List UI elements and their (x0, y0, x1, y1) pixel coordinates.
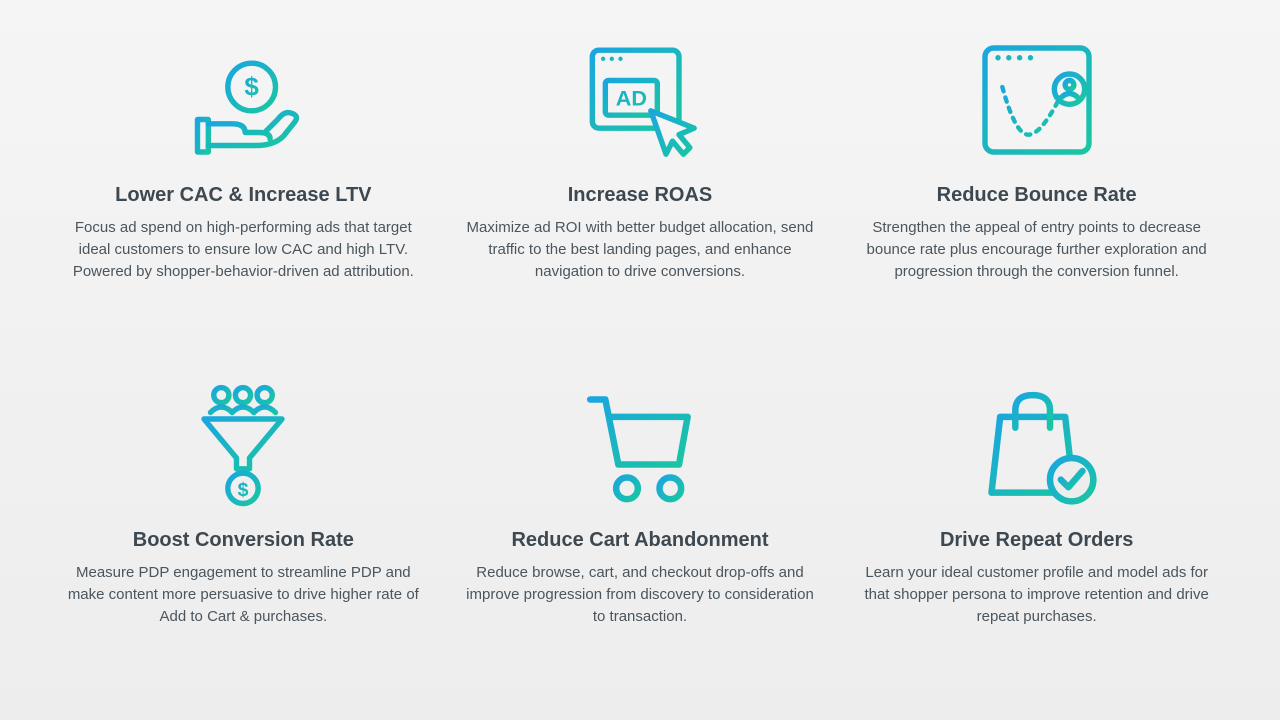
card-desc: Maximize ad ROI with better budget alloc… (460, 217, 820, 282)
card-title: Increase ROAS (568, 184, 713, 207)
hand-dollar-icon: $ (173, 30, 313, 170)
ad-cursor-icon: AD (570, 30, 710, 170)
card-desc: Reduce browse, cart, and checkout drop-o… (460, 562, 820, 627)
bounce-user-icon (967, 30, 1107, 170)
card-title: Drive Repeat Orders (940, 529, 1133, 552)
card-title: Lower CAC & Increase LTV (115, 184, 371, 207)
card-desc: Focus ad spend on high-performing ads th… (63, 217, 423, 282)
funnel-dollar-icon: $ (173, 375, 313, 515)
feature-grid: $ Lower CAC & Increase LTV Focus ad spen… (0, 0, 1280, 720)
card-drive-repeat: Drive Repeat Orders Learn your ideal cus… (853, 375, 1220, 690)
card-desc: Learn your ideal customer profile and mo… (857, 562, 1217, 627)
svg-text:$: $ (245, 72, 260, 102)
card-lower-cac: $ Lower CAC & Increase LTV Focus ad spen… (60, 30, 427, 345)
card-desc: Strengthen the appeal of entry points to… (857, 217, 1217, 282)
card-increase-roas: AD Increase ROAS Maximize ad ROI with be… (457, 30, 824, 345)
svg-text:AD: AD (616, 85, 647, 110)
card-reduce-bounce: Reduce Bounce Rate Strengthen the appeal… (853, 30, 1220, 345)
cart-icon (570, 375, 710, 515)
card-reduce-cart-abandonment: Reduce Cart Abandonment Reduce browse, c… (457, 375, 824, 690)
card-boost-conversion: $ Boost Conversion Rate Measure PDP enga… (60, 375, 427, 690)
bag-check-icon (967, 375, 1107, 515)
card-title: Reduce Bounce Rate (937, 184, 1137, 207)
svg-text:$: $ (238, 479, 249, 501)
card-desc: Measure PDP engagement to streamline PDP… (63, 562, 423, 627)
card-title: Reduce Cart Abandonment (511, 529, 768, 552)
card-title: Boost Conversion Rate (133, 529, 354, 552)
